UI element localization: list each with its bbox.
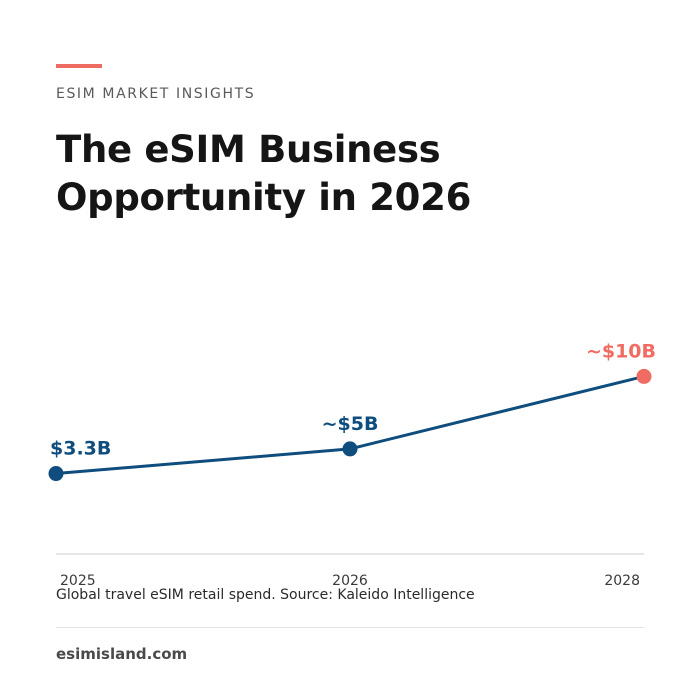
data-label: ~$5B (322, 413, 379, 435)
footer-divider (56, 627, 644, 628)
data-point (48, 466, 64, 482)
x-tick-label: 2025 (60, 573, 96, 589)
x-tick-label: 2026 (332, 573, 368, 589)
title-line-2: Opportunity in 2026 (56, 176, 472, 219)
site-url: esimisland.com (56, 645, 188, 663)
eyebrow-label: ESIM MARKET INSIGHTS (56, 86, 256, 102)
page-title: The eSIM Business Opportunity in 2026 (56, 126, 656, 222)
data-point (636, 368, 652, 384)
series-line-segment (54, 447, 352, 476)
title-line-1: The eSIM Business (56, 128, 441, 171)
data-label: $3.3B (50, 438, 111, 460)
x-tick-label: 2028 (604, 573, 640, 589)
series-line-segment (348, 374, 646, 451)
data-label: ~$10B (586, 340, 656, 362)
data-point (342, 441, 358, 457)
chart-caption: Global travel eSIM retail spend. Source:… (56, 587, 475, 603)
accent-bar (56, 64, 102, 68)
